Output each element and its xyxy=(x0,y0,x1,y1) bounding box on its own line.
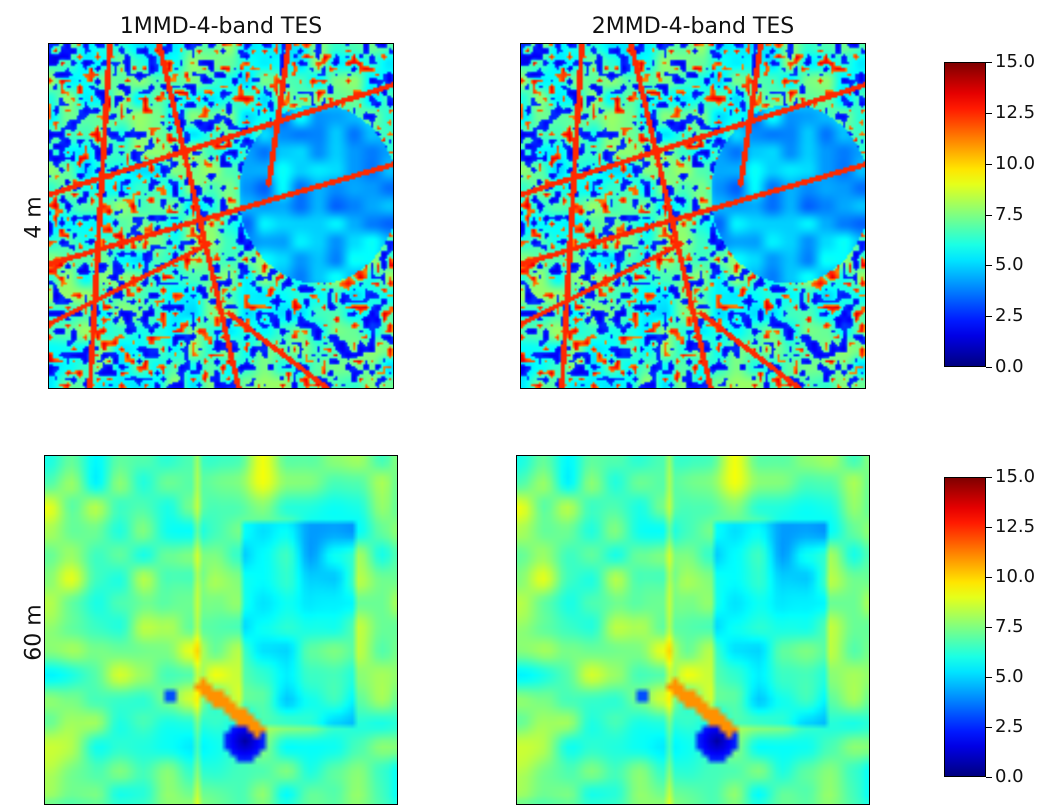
heatmap-4m-2mmd xyxy=(520,43,866,389)
colorbar-tick-label: 0.0 xyxy=(995,766,1024,787)
heatmap-canvas-60m-2mmd xyxy=(517,456,869,804)
colorbar-tickmark xyxy=(986,577,992,578)
colorbar-tick-label: 12.5 xyxy=(995,516,1036,537)
colorbar-tickmark xyxy=(986,477,992,478)
heatmap-canvas-4m-1mmd xyxy=(49,44,393,388)
colorbar-tick-label: 10.0 xyxy=(995,152,1036,174)
row-label-60m: 60 m xyxy=(21,604,47,661)
colorbar-tickmark xyxy=(986,316,992,318)
colorbar-tick-label: 2.5 xyxy=(995,716,1024,737)
colorbar-tickmark xyxy=(986,527,992,528)
colorbar-tickmark xyxy=(986,777,992,778)
colorbar-tick-label: 15.0 xyxy=(995,51,1036,72)
row-label-4m: 4 m xyxy=(21,196,47,239)
colorbar-tick-label: 10.0 xyxy=(995,566,1036,587)
heatmap-canvas-4m-2mmd xyxy=(521,44,865,388)
colorbar-tick-label: 7.5 xyxy=(995,203,1024,225)
colorbar-tickmark xyxy=(986,627,992,628)
title-left: 1MMD-4-band TES xyxy=(119,14,323,39)
colorbar-tick-label: 15.0 xyxy=(995,466,1036,487)
colorbar-tickmark xyxy=(986,163,992,165)
colorbar-tickmark xyxy=(986,727,992,728)
heatmap-60m-2mmd xyxy=(516,455,870,805)
heatmap-60m-1mmd xyxy=(44,455,398,805)
colorbar-top xyxy=(944,62,986,367)
colorbar-bottom xyxy=(944,477,986,777)
title-right: 2MMD-4-band TES xyxy=(591,14,795,39)
colorbar-tickmark xyxy=(986,677,992,678)
colorbar-tick-label: 0.0 xyxy=(995,356,1024,377)
colorbar-tickmark xyxy=(986,367,992,368)
colorbar-tickmark xyxy=(986,214,992,216)
colorbar-tick-label: 5.0 xyxy=(995,254,1024,276)
colorbar-tickmark xyxy=(986,265,992,267)
heatmap-4m-1mmd xyxy=(48,43,394,389)
colorbar-tickmark xyxy=(986,62,992,63)
colorbar-tick-label: 5.0 xyxy=(995,666,1024,687)
colorbar-tick-label: 12.5 xyxy=(995,101,1036,123)
colorbar-tick-label: 2.5 xyxy=(995,305,1024,327)
colorbar-tickmark xyxy=(986,112,992,114)
colorbar-tick-label: 7.5 xyxy=(995,616,1024,637)
heatmap-canvas-60m-1mmd xyxy=(45,456,397,804)
